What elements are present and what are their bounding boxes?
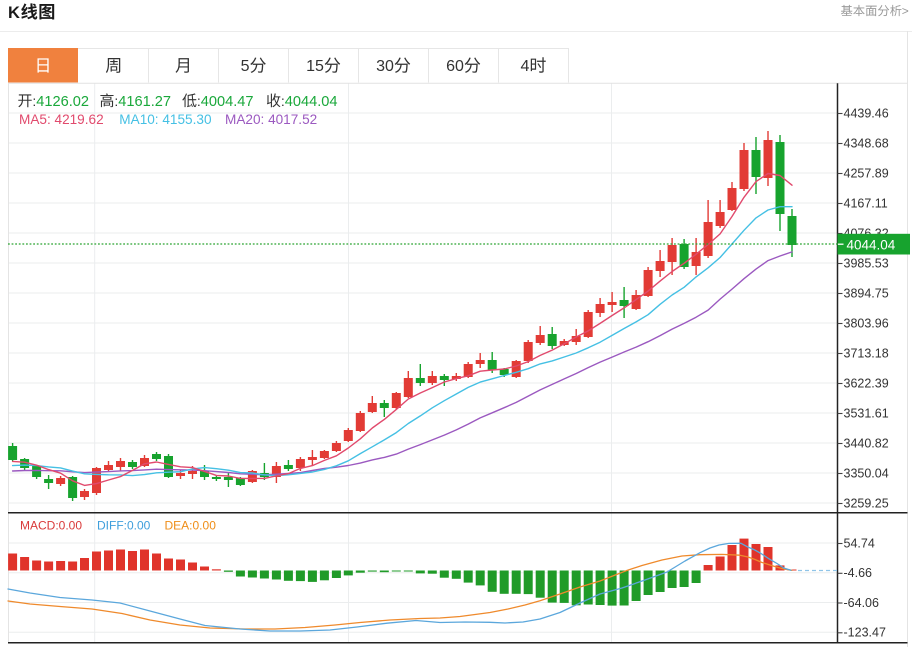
- svg-text:3894.75: 3894.75: [844, 286, 889, 300]
- svg-text:4348.68: 4348.68: [844, 136, 889, 150]
- svg-text:5: 5: [241, 58, 250, 75]
- svg-text::4161.27: :4161.27: [114, 93, 171, 110]
- svg-text:MA20: 4017.52: MA20: 4017.52: [225, 112, 317, 127]
- svg-text:-123.47: -123.47: [844, 626, 886, 640]
- svg-text:3259.25: 3259.25: [844, 496, 889, 510]
- svg-text::4044.04: :4044.04: [281, 93, 338, 110]
- svg-text:K: K: [8, 4, 20, 22]
- svg-text:3803.96: 3803.96: [844, 316, 889, 330]
- svg-text:MACD:0.00: MACD:0.00: [20, 519, 82, 533]
- svg-text:4044.04: 4044.04: [847, 238, 896, 253]
- svg-text:54.74: 54.74: [844, 536, 875, 550]
- svg-text:4167.11: 4167.11: [844, 196, 888, 210]
- svg-text:-64.06: -64.06: [844, 596, 879, 610]
- svg-text:3622.39: 3622.39: [844, 376, 889, 390]
- svg-text:4257.89: 4257.89: [844, 166, 889, 180]
- svg-text:3713.18: 3713.18: [844, 346, 889, 360]
- svg-text::4126.02: :4126.02: [32, 93, 89, 110]
- svg-text:4439.46: 4439.46: [844, 106, 889, 120]
- svg-text::4004.47: :4004.47: [197, 93, 254, 110]
- svg-text:DEA:0.00: DEA:0.00: [165, 519, 217, 533]
- svg-text:-4.66: -4.66: [844, 566, 873, 580]
- svg-text:MA5: 4219.62: MA5: 4219.62: [19, 112, 104, 127]
- svg-text:>: >: [902, 4, 909, 18]
- svg-text:4: 4: [521, 58, 530, 75]
- svg-text:30: 30: [376, 58, 394, 75]
- svg-text:3440.82: 3440.82: [844, 436, 889, 450]
- svg-text:60: 60: [446, 58, 464, 75]
- svg-text:3350.04: 3350.04: [844, 466, 889, 480]
- svg-text:DIFF:0.00: DIFF:0.00: [97, 519, 151, 533]
- svg-text:MA10: 4155.30: MA10: 4155.30: [119, 112, 212, 127]
- svg-text:15: 15: [306, 58, 324, 75]
- svg-text:3531.61: 3531.61: [844, 406, 889, 420]
- svg-text:3985.53: 3985.53: [844, 256, 889, 270]
